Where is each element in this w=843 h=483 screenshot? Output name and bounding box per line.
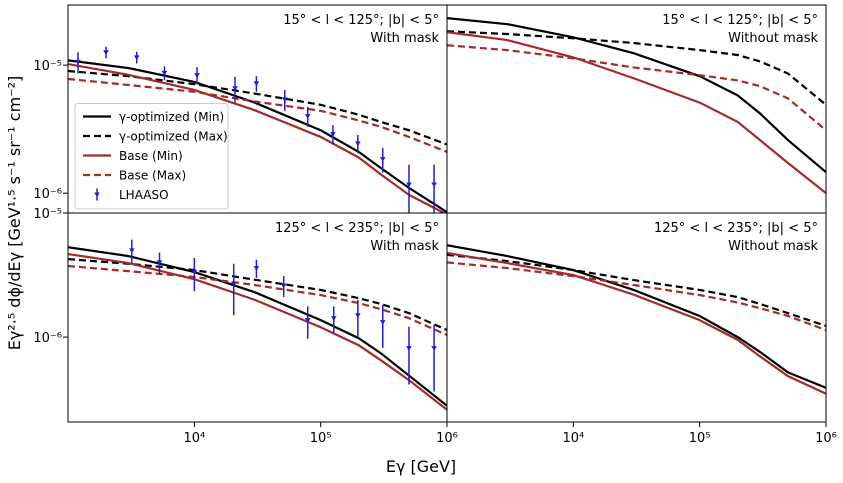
x-tick-label: 10⁴ [562, 431, 584, 446]
panel-frame [446, 212, 827, 423]
data-point [355, 313, 361, 319]
data-point [304, 318, 311, 323]
x-tick-label: 10⁶ [436, 431, 458, 446]
series-line [447, 31, 826, 195]
data-point [330, 316, 337, 322]
series-line [68, 252, 447, 411]
data-point [230, 281, 237, 287]
series-line [68, 258, 447, 332]
plot-area [447, 17, 826, 195]
series-line [68, 264, 447, 336]
panel-subtitle: Without mask [728, 31, 818, 46]
series-line [68, 246, 447, 407]
data-point [355, 141, 361, 147]
x-tick-label: 10⁵ [689, 431, 711, 446]
legend-label: LHAASO [119, 188, 169, 202]
data-point [431, 346, 437, 351]
x-tick-label: 10⁴ [183, 431, 205, 446]
data-point [253, 266, 260, 271]
data-point [129, 248, 135, 254]
legend-label: Base (Max) [119, 169, 186, 183]
series-line [447, 261, 826, 332]
panel-annotation: 15° < l < 125°; |b| < 5° [283, 13, 439, 28]
data-point [406, 346, 412, 351]
series-line [447, 251, 826, 395]
panel-subtitle: With mask [370, 239, 439, 254]
panel-annotation: 15° < l < 125°; |b| < 5° [662, 13, 818, 28]
data-point [232, 86, 238, 92]
panel-annotation: 125° < l < 235°; |b| < 5° [654, 221, 818, 236]
data-point [379, 320, 386, 325]
x-axis-label: Eγ [GeV] [386, 457, 456, 476]
data-point [103, 50, 109, 56]
y-tick-label: 10⁻⁶ [33, 331, 62, 346]
series-line [68, 62, 447, 213]
data-point [161, 70, 168, 76]
plot-area [447, 244, 826, 395]
data-point [304, 114, 311, 119]
legend-label: Base (Min) [119, 149, 183, 163]
plot-area [68, 46, 447, 213]
series-line [447, 253, 826, 327]
panel-subtitle: Without mask [728, 239, 818, 254]
data-point [75, 59, 81, 65]
panel-subtitle: With mask [370, 31, 439, 46]
legend-label: γ-optimized (Max) [119, 130, 228, 144]
plot-area [68, 239, 447, 411]
series-line [68, 59, 447, 213]
series-line [447, 30, 826, 106]
panel-annotation: 125° < l < 235°; |b| < 5° [275, 221, 439, 236]
data-point [379, 156, 386, 162]
legend-box [74, 103, 229, 210]
y-tick-label: 10⁻⁵ [33, 59, 62, 74]
y-tick-label: 10⁻⁵ [33, 207, 62, 222]
series-line [68, 77, 447, 153]
data-point [156, 260, 163, 266]
data-point [194, 73, 200, 78]
data-point [330, 131, 336, 137]
data-point [133, 55, 140, 61]
legend-swatch-marker [94, 192, 100, 198]
x-tick-label: 10⁵ [310, 431, 332, 446]
x-tick-label: 10⁶ [815, 431, 837, 446]
y-tick-label: 10⁻⁶ [33, 187, 62, 202]
series-line [447, 244, 826, 389]
data-point [191, 270, 198, 275]
data-point [281, 97, 288, 103]
data-point [406, 182, 412, 188]
data-point [253, 81, 260, 87]
data-point [280, 283, 287, 289]
data-point [431, 182, 437, 188]
legend-label: γ-optimized (Min) [119, 110, 224, 124]
series-line [447, 44, 826, 132]
y-axis-label: Eγ²·⁵ dϕ/dEγ [GeV¹·⁵ s⁻¹ sr⁻¹ cm⁻²] [5, 76, 24, 351]
